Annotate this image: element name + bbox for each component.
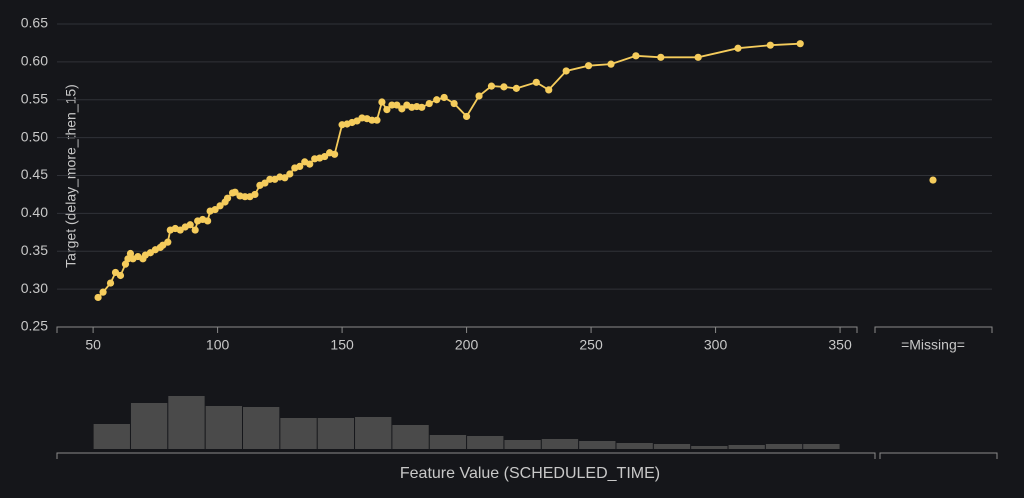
point xyxy=(231,188,239,196)
y-tick-label: 0.50 xyxy=(21,128,48,144)
point xyxy=(734,44,742,52)
point xyxy=(373,116,381,124)
point xyxy=(500,83,508,91)
point xyxy=(440,93,448,102)
x-tick-label: 350 xyxy=(828,337,852,353)
point xyxy=(425,99,433,108)
histogram-bar xyxy=(93,424,130,449)
histogram-bar xyxy=(130,403,168,449)
point xyxy=(331,150,339,158)
histogram-bar xyxy=(504,440,541,449)
missing-axis-line xyxy=(874,326,993,333)
histogram-bar xyxy=(765,444,803,449)
point xyxy=(584,62,593,70)
point xyxy=(216,202,224,210)
point xyxy=(766,41,774,49)
y-tick-label: 0.35 xyxy=(21,242,48,258)
point xyxy=(281,174,289,182)
y-tick-label: 0.30 xyxy=(21,280,48,296)
histogram-bar xyxy=(355,417,392,449)
point xyxy=(306,160,314,168)
histogram-bar xyxy=(728,445,765,449)
point xyxy=(321,152,329,161)
x-tick-label: 200 xyxy=(455,337,479,353)
point xyxy=(393,101,401,109)
histogram-bar xyxy=(616,443,653,449)
point xyxy=(433,96,441,104)
x-axis-line xyxy=(56,326,858,333)
point xyxy=(99,288,107,296)
y-tick-label: 0.25 xyxy=(21,318,48,334)
point xyxy=(512,84,520,92)
x-tick-label: 150 xyxy=(330,337,354,353)
point xyxy=(532,78,540,86)
y-tick-label: 0.65 xyxy=(21,15,48,31)
point xyxy=(94,293,102,302)
point xyxy=(191,226,199,234)
point xyxy=(657,53,665,61)
point xyxy=(251,190,259,199)
histogram-bar xyxy=(317,418,355,449)
point xyxy=(186,221,194,229)
x-tick-label: 100 xyxy=(206,337,230,353)
point xyxy=(266,175,274,183)
histogram-bar xyxy=(579,441,616,449)
histogram-bar xyxy=(242,407,280,449)
missing-point xyxy=(929,176,937,184)
histogram-bar xyxy=(691,446,728,449)
histogram-bar xyxy=(541,439,579,449)
point xyxy=(211,205,219,214)
point xyxy=(475,92,483,100)
y-tick-label: 0.40 xyxy=(21,204,48,220)
point xyxy=(241,193,249,201)
point xyxy=(632,52,640,60)
histogram-bar xyxy=(280,418,317,449)
x-axis-label: Feature Value (SCHEDULED_TIME) xyxy=(400,465,660,482)
point xyxy=(368,116,376,124)
point xyxy=(694,53,702,61)
point xyxy=(487,82,496,90)
histogram-bar xyxy=(653,444,691,449)
point xyxy=(545,86,553,94)
point xyxy=(398,105,406,113)
point xyxy=(796,40,804,48)
point xyxy=(562,67,570,75)
point xyxy=(607,60,615,68)
point xyxy=(450,99,458,108)
x-tick-label: 300 xyxy=(704,337,728,353)
histogram-axis xyxy=(56,452,876,459)
histogram-bar xyxy=(467,436,504,449)
point xyxy=(261,179,269,187)
point xyxy=(388,101,396,109)
point xyxy=(106,279,115,287)
y-tick-label: 0.55 xyxy=(21,90,48,106)
histogram-bar xyxy=(803,444,840,449)
y-tick-label: 0.60 xyxy=(21,53,48,69)
point xyxy=(418,103,426,111)
histogram-bar xyxy=(205,406,242,449)
histogram-bar xyxy=(392,425,429,449)
missing-label: =Missing= xyxy=(901,337,965,353)
point xyxy=(296,162,304,171)
x-tick-label: 250 xyxy=(579,337,603,353)
histogram-bar xyxy=(429,435,467,449)
point xyxy=(223,194,232,202)
histogram-bar xyxy=(168,396,205,449)
point xyxy=(378,98,386,106)
point xyxy=(286,170,294,178)
point xyxy=(164,238,172,246)
histogram-missing-axis xyxy=(879,452,998,459)
point xyxy=(462,112,471,121)
point xyxy=(116,271,125,280)
point xyxy=(204,217,212,225)
y-tick-label: 0.45 xyxy=(21,166,48,182)
x-tick-label: 50 xyxy=(85,337,101,353)
point xyxy=(383,105,391,114)
